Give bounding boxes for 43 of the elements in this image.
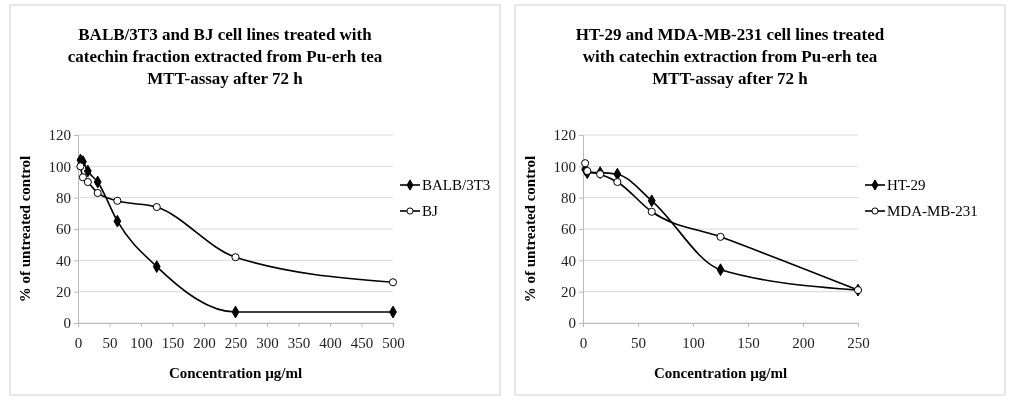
chart-title: HT-29 and MDA-MB-231 cell lines treated with catechin extraction from Pu-erh tea [575,25,885,66]
x-tick-label: 500 [382,335,405,351]
y-tick-label: 100 [48,158,71,175]
y-tick-label: 20 [56,283,71,300]
legend-label: HT-29 [887,177,926,193]
x-tick-label: 200 [193,335,216,351]
y-axis-title: % of untreated control [17,155,33,303]
y-tick-label: 0 [568,315,576,332]
x-tick-label: 350 [287,335,311,351]
legend-label: MDA-MB-231 [887,203,978,219]
x-tick-label: 250 [224,335,248,351]
chart-subtitle: MTT-assay after 72 h [652,69,809,88]
x-tick-label: 100 [130,335,153,351]
legend-label: BALB/3T3 [422,177,491,193]
chart-title: BALB/3T3 and BJ cell lines treated with catechin fraction extracted from Pu-erh tea [67,25,383,66]
x-tick-label: 250 [847,335,870,351]
legend-label: BJ [422,203,438,219]
chart-subtitle: MTT-assay after 72 h [147,69,304,88]
x-tick-label: 450 [350,335,374,351]
y-tick-label: 100 [553,158,576,175]
y-tick-label: 0 [63,315,71,332]
y-tick-label: 60 [561,221,576,238]
y-tick-label: 120 [48,127,71,144]
x-tick-label: 50 [631,335,646,351]
y-tick-label: 40 [56,252,71,269]
y-tick-label: 60 [56,221,71,238]
x-tick-label: 50 [102,335,118,351]
x-tick-label: 100 [682,335,705,351]
y-tick-label: 80 [561,189,576,206]
x-axis-title: Concentration µg/ml [653,365,788,381]
y-tick-label: 40 [561,252,576,269]
y-tick-label: 120 [553,127,576,144]
y-tick-label: 80 [56,189,71,206]
x-tick-label: 300 [256,335,279,351]
x-tick-label: 150 [161,335,185,351]
x-axis-title: Concentration µg/ml [168,365,303,381]
x-tick-label: 0 [74,335,83,351]
x-tick-label: 0 [579,335,588,351]
x-tick-label: 150 [737,335,760,351]
y-axis-title: % of untreated control [522,155,538,303]
y-tick-label: 20 [561,283,576,300]
x-tick-label: 200 [792,335,815,351]
x-tick-label: 400 [319,335,342,351]
